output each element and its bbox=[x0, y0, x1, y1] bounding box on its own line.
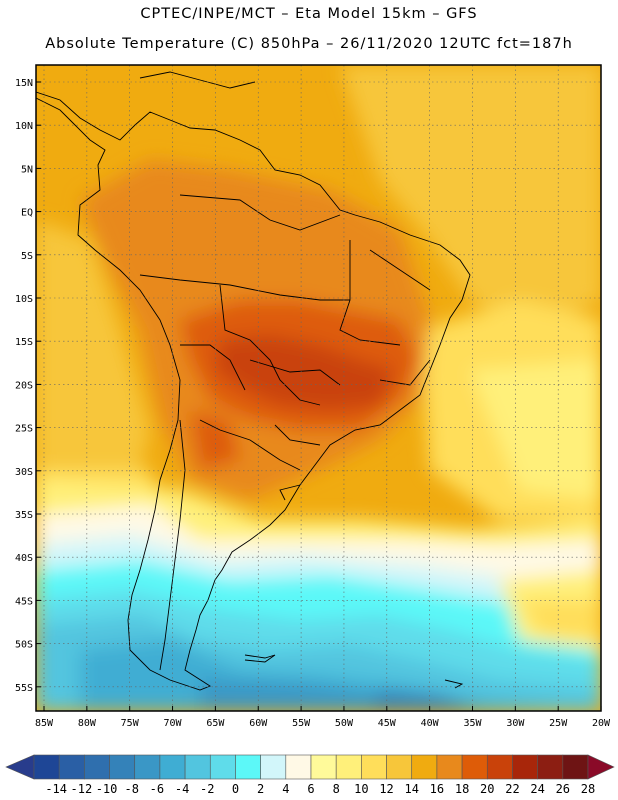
lat-label: 5N bbox=[21, 164, 33, 175]
colorbar-label: 2 bbox=[257, 782, 264, 796]
lon-label: 35W bbox=[463, 718, 482, 729]
axis-ticks: 15N 10N 5N EQ 5S 10S 15S 20S 25S 30S 35S 40S 45S 50S 5… bbox=[15, 78, 611, 729]
lat-label: 50S bbox=[15, 640, 33, 651]
title-field-line: Absolute Temperature (C) 850hPa – 26/11/… bbox=[45, 36, 573, 52]
lat-label: 20S bbox=[15, 380, 33, 391]
colorbar-swatch bbox=[209, 754, 236, 780]
colorbar-swatch bbox=[386, 754, 413, 780]
colorbar-label: -10 bbox=[96, 782, 118, 796]
colorbar-label: 4 bbox=[282, 782, 289, 796]
title-model-line: CPTEC/INPE/MCT – Eta Model 15km – GFS bbox=[140, 6, 478, 22]
colorbar-swatch bbox=[235, 754, 261, 780]
lat-label: 55S bbox=[15, 683, 33, 694]
map-frame bbox=[35, 64, 602, 712]
colorbar-swatch bbox=[159, 754, 186, 780]
colorbar-swatch bbox=[335, 754, 362, 780]
lon-label: 40W bbox=[421, 718, 440, 729]
colorbar-label: -14 bbox=[45, 782, 67, 796]
colorbar-label: -8 bbox=[125, 782, 139, 796]
colorbar-label: 12 bbox=[379, 782, 393, 796]
lon-label: 60W bbox=[249, 718, 268, 729]
lat-label: 30S bbox=[15, 467, 33, 478]
colorbar-swatch bbox=[184, 754, 211, 780]
lat-label: 40S bbox=[15, 553, 33, 564]
lon-label: 65W bbox=[206, 718, 225, 729]
colorbar-label: 6 bbox=[307, 782, 314, 796]
colorbar-min-arrow bbox=[5, 754, 35, 780]
colorbar-label: 22 bbox=[505, 782, 519, 796]
colorbar-swatch bbox=[461, 754, 488, 780]
colorbar-swatch bbox=[486, 754, 513, 780]
colorbar-swatch bbox=[310, 754, 337, 780]
lon-label: 80W bbox=[78, 718, 97, 729]
colorbar-swatch bbox=[58, 754, 85, 780]
colorbar-swatch bbox=[436, 754, 463, 780]
lat-label: 15N bbox=[15, 78, 33, 89]
lon-label: 75W bbox=[121, 718, 140, 729]
colorbar-swatch bbox=[84, 754, 110, 780]
colorbar-max-arrow bbox=[587, 754, 615, 780]
colorbar-label: 14 bbox=[405, 782, 419, 796]
colorbar-swatch bbox=[134, 754, 161, 780]
colorbar-swatch bbox=[361, 754, 387, 780]
colorbar-swatch bbox=[411, 754, 438, 780]
lat-label: EQ bbox=[21, 208, 33, 219]
coastlines bbox=[36, 71, 471, 691]
colorbar-label: 26 bbox=[556, 782, 570, 796]
colorbar-label: -6 bbox=[150, 782, 164, 796]
lon-label: 55W bbox=[292, 718, 311, 729]
colorbar-label: 20 bbox=[480, 782, 494, 796]
temperature-field bbox=[36, 65, 601, 711]
lon-label: 25W bbox=[549, 718, 568, 729]
lat-label: 10N bbox=[15, 121, 33, 132]
colorbar-label: 18 bbox=[455, 782, 469, 796]
colorbar-label: -4 bbox=[175, 782, 189, 796]
lon-label: 45W bbox=[378, 718, 397, 729]
colorbar-label: 0 bbox=[232, 782, 239, 796]
lon-label: 50W bbox=[335, 718, 354, 729]
lon-label: 70W bbox=[164, 718, 183, 729]
lat-label: 15S bbox=[15, 337, 33, 348]
colorbar-label: 28 bbox=[581, 782, 595, 796]
colorbar-label: 8 bbox=[333, 782, 340, 796]
lat-label: 25S bbox=[15, 424, 33, 435]
colorbar-swatch bbox=[512, 754, 538, 780]
colorbar-swatch bbox=[285, 754, 312, 780]
lat-label: 35S bbox=[15, 510, 33, 521]
lat-label: 10S bbox=[15, 294, 33, 305]
colorbar-swatch bbox=[109, 754, 136, 780]
lat-label: 5S bbox=[21, 251, 33, 262]
colorbar-swatch bbox=[562, 754, 589, 780]
lon-label: 85W bbox=[35, 718, 54, 729]
colorbar-label: -12 bbox=[71, 782, 93, 796]
colorbar-label: 24 bbox=[530, 782, 544, 796]
lon-label: 30W bbox=[506, 718, 525, 729]
colorbar-swatch bbox=[537, 754, 564, 780]
lon-label: 20W bbox=[592, 718, 611, 729]
colorbar-label: 16 bbox=[430, 782, 444, 796]
colorbar-label: -2 bbox=[200, 782, 214, 796]
lat-label: 45S bbox=[15, 596, 33, 607]
colorbar-swatch bbox=[260, 754, 287, 780]
colorbar-label: 10 bbox=[354, 782, 368, 796]
colorbar-swatch bbox=[33, 754, 60, 780]
